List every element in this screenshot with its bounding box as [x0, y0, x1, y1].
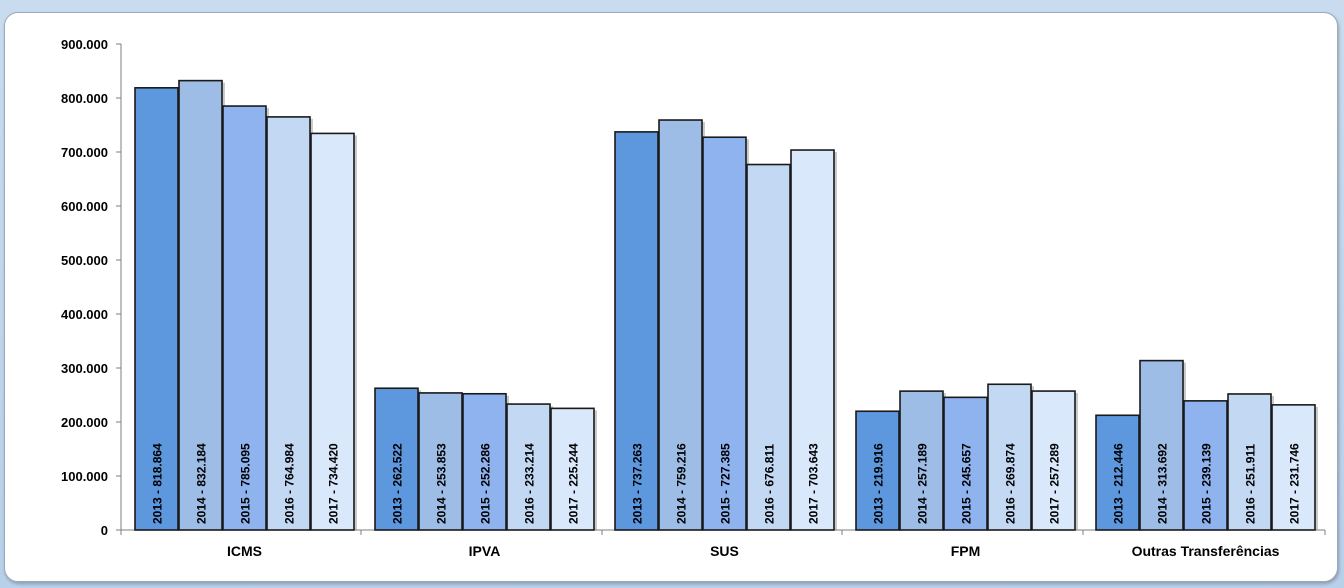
x-category-label: ICMS	[227, 543, 262, 559]
x-category-label: Outras Transferências	[1132, 543, 1280, 559]
y-tick-label: 400.000	[61, 307, 108, 322]
y-tick-label: 0	[101, 523, 108, 538]
bar	[506, 403, 551, 531]
y-tick-label: 700.000	[61, 145, 108, 160]
bar	[178, 79, 223, 531]
bar	[134, 87, 179, 531]
x-category-label: FPM	[951, 543, 981, 559]
x-category-label: IPVA	[469, 543, 501, 559]
bar-data-label: 2013 - 212.446	[1112, 443, 1126, 524]
bar-data-label: 2014 - 253.853	[435, 443, 449, 524]
bar	[1271, 404, 1316, 531]
bar-data-label: 2013 - 818.864	[151, 443, 165, 524]
chart-tick-labels: 0 100.000 200.000 300.000 400.000 500.000 600.…	[61, 37, 1280, 559]
y-tick-label: 200.000	[61, 415, 108, 430]
bar	[418, 392, 463, 531]
bar-data-label: 2016 - 764.984	[283, 443, 297, 524]
bar	[746, 163, 791, 531]
bar-data-label: 2016 - 676.811	[763, 444, 777, 524]
bar	[658, 119, 703, 531]
bar	[790, 149, 835, 531]
bar-data-label: 2014 - 759.216	[675, 443, 689, 524]
bar-data-label: 2013 - 262.522	[391, 443, 405, 524]
bar	[943, 396, 988, 531]
bar-data-label: 2013 - 219.916	[872, 443, 886, 524]
x-category-label: SUS	[710, 543, 739, 559]
bar-data-label: 2015 - 252.286	[479, 443, 493, 524]
bar-data-label: 2016 - 251.911	[1244, 444, 1258, 524]
bar-data-label: 2017 - 225.244	[567, 443, 581, 524]
y-tick-label: 100.000	[61, 469, 108, 484]
bar	[614, 131, 659, 531]
bar-data-label: 2016 - 269.874	[1004, 443, 1018, 524]
bar	[1227, 393, 1272, 531]
bar-data-label: 2015 - 727.385	[719, 443, 733, 524]
bar-data-label: 2014 - 257.189	[916, 443, 930, 524]
bar	[1183, 400, 1228, 531]
bar	[550, 407, 595, 531]
bar-data-label: 2017 - 734.420	[327, 443, 341, 524]
bar	[899, 390, 944, 531]
bar-data-label: 2015 - 245.657	[960, 443, 974, 524]
bar-data-label: 2013 - 737.263	[631, 443, 645, 524]
bar	[987, 383, 1032, 531]
bar	[462, 392, 507, 531]
y-tick-label: 900.000	[61, 37, 108, 52]
bar	[266, 116, 311, 531]
bar-data-label: 2014 - 313.692	[1156, 443, 1170, 524]
bar-data-label: 2017 - 231.746	[1288, 443, 1302, 524]
y-tick-label: 800.000	[61, 91, 108, 106]
y-tick-label: 600.000	[61, 199, 108, 214]
bar	[374, 387, 419, 531]
chart-bars: 2013 - 818.864 2014 - 832.184 2015 - 785.0…	[134, 79, 1318, 531]
bar	[1139, 359, 1184, 531]
bar	[1031, 390, 1076, 531]
y-tick-label: 500.000	[61, 253, 108, 268]
bar	[310, 132, 355, 531]
bar-data-label: 2014 - 832.184	[195, 443, 209, 524]
bar-data-label: 2015 - 239.139	[1200, 443, 1214, 524]
bar-data-label: 2016 - 233.214	[523, 443, 537, 524]
bar	[855, 410, 900, 531]
y-tick-label: 300.000	[61, 361, 108, 376]
bar	[702, 136, 747, 531]
bar	[222, 105, 267, 531]
bar	[1095, 414, 1140, 531]
bar-data-label: 2017 - 257.289	[1048, 443, 1062, 524]
bar-data-label: 2017 - 703.643	[807, 443, 821, 524]
bar-data-label: 2015 - 785.095	[239, 443, 253, 524]
